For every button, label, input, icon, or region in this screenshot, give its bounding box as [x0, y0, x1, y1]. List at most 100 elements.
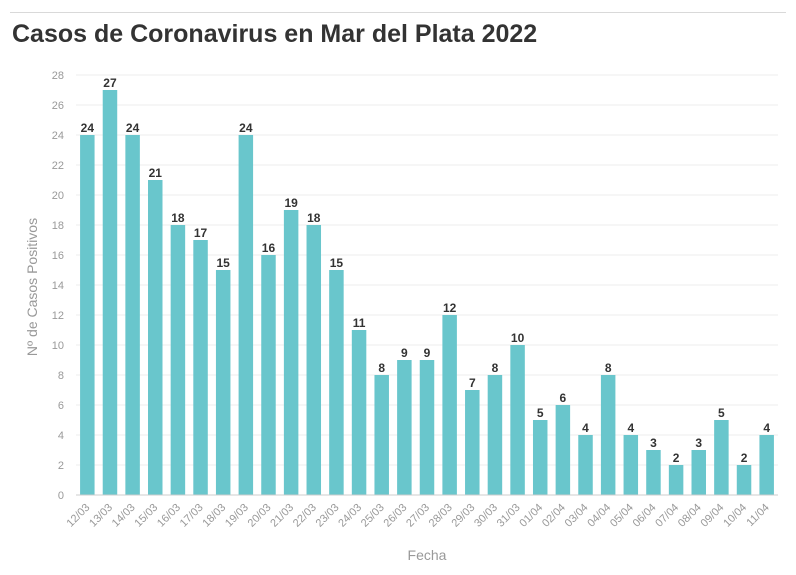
- bar: [80, 135, 95, 495]
- y-tick-label: 26: [52, 100, 64, 112]
- x-tick-label: 16/03: [155, 502, 183, 530]
- x-tick-label: 09/04: [699, 502, 727, 530]
- x-tick-label: 05/04: [608, 502, 636, 530]
- bar: [419, 360, 435, 495]
- bar: [351, 330, 367, 495]
- data-label: 6: [560, 391, 567, 405]
- bar: [125, 135, 140, 495]
- data-label: 8: [605, 361, 612, 375]
- data-label: 12: [443, 301, 457, 315]
- bar: [646, 450, 661, 495]
- data-label: 3: [695, 436, 702, 450]
- bar: [374, 375, 389, 495]
- bar: [600, 375, 616, 495]
- x-tick-label: 25/03: [359, 502, 387, 530]
- data-label: 19: [284, 196, 298, 210]
- x-tick-label: 07/04: [653, 502, 681, 530]
- data-label: 24: [239, 121, 253, 135]
- data-label: 15: [330, 256, 344, 270]
- bar: [102, 90, 118, 495]
- x-tick-label: 20/03: [246, 502, 274, 530]
- data-label: 2: [673, 451, 680, 465]
- data-label: 5: [718, 406, 725, 420]
- x-tick-label: 14/03: [110, 502, 138, 530]
- data-label: 5: [537, 406, 544, 420]
- x-tick-label: 31/03: [495, 502, 523, 530]
- data-label: 24: [126, 121, 140, 135]
- bar: [510, 345, 525, 495]
- data-label: 9: [401, 346, 408, 360]
- data-label: 18: [171, 211, 185, 225]
- x-tick-label: 04/04: [585, 502, 613, 530]
- data-label: 4: [582, 421, 589, 435]
- bar: [283, 210, 299, 495]
- x-tick-label: 08/04: [676, 502, 704, 530]
- data-label: 11: [353, 316, 366, 330]
- bar: [397, 360, 412, 495]
- x-tick-label: 19/03: [223, 502, 251, 530]
- bar: [193, 240, 208, 495]
- x-tick-label: 22/03: [291, 502, 319, 530]
- data-label: 24: [81, 121, 95, 135]
- y-tick-label: 2: [58, 460, 64, 472]
- x-tick-label: 03/04: [563, 502, 591, 530]
- bar: [759, 435, 774, 495]
- y-tick-label: 16: [52, 250, 64, 262]
- x-tick-label: 27/03: [404, 502, 432, 530]
- data-label: 17: [194, 226, 208, 240]
- data-label: 21: [149, 166, 163, 180]
- y-tick-label: 4: [58, 430, 64, 442]
- bar: [306, 225, 322, 495]
- y-tick-label: 12: [52, 310, 64, 322]
- y-tick-label: 14: [52, 280, 64, 292]
- data-label: 4: [763, 421, 770, 435]
- x-tick-label: 26/03: [382, 502, 410, 530]
- bar: [465, 390, 480, 495]
- y-tick-label: 20: [52, 190, 64, 202]
- bars: [80, 90, 774, 495]
- x-tick-label: 18/03: [200, 502, 228, 530]
- bar: [623, 435, 639, 495]
- top-divider: [10, 12, 786, 13]
- x-tick-label: 06/04: [631, 502, 659, 530]
- chart-title: Casos de Coronavirus en Mar del Plata 20…: [12, 20, 538, 48]
- x-tick-label: 24/03: [336, 502, 364, 530]
- y-tick-label: 0: [58, 490, 64, 502]
- data-label: 15: [217, 256, 231, 270]
- data-label: 8: [492, 361, 499, 375]
- bar: [261, 255, 276, 495]
- y-tick-label: 8: [58, 370, 64, 382]
- bar: [487, 375, 503, 495]
- bar: [578, 435, 593, 495]
- x-tick-label: 23/03: [314, 502, 342, 530]
- bar: [238, 135, 254, 495]
- y-tick-label: 22: [52, 160, 64, 172]
- x-tick-label: 01/04: [517, 502, 545, 530]
- bar: [170, 225, 186, 495]
- x-tick-label: 11/04: [744, 502, 771, 529]
- x-tick-label: 30/03: [472, 502, 500, 530]
- bar: [215, 270, 231, 495]
- data-label: 3: [650, 436, 657, 450]
- y-tick-label: 6: [58, 400, 64, 412]
- data-label: 7: [469, 376, 476, 390]
- x-tick-label: 10/04: [721, 502, 749, 530]
- bar: [736, 465, 752, 495]
- bar: [668, 465, 684, 495]
- x-tick-label: 12/03: [64, 502, 92, 530]
- bar: [148, 180, 163, 495]
- data-label: 4: [627, 421, 634, 435]
- bar: [442, 315, 457, 495]
- data-label: 9: [424, 346, 431, 360]
- x-tick-label: 29/03: [449, 502, 477, 530]
- bar: [532, 420, 548, 495]
- gridlines: [76, 74, 778, 496]
- y-tick-label: 28: [52, 70, 64, 82]
- y-tick-label: 24: [52, 130, 64, 142]
- data-label: 16: [262, 241, 276, 255]
- x-tick-label: 02/04: [540, 502, 568, 530]
- y-tick-label: 10: [52, 340, 64, 352]
